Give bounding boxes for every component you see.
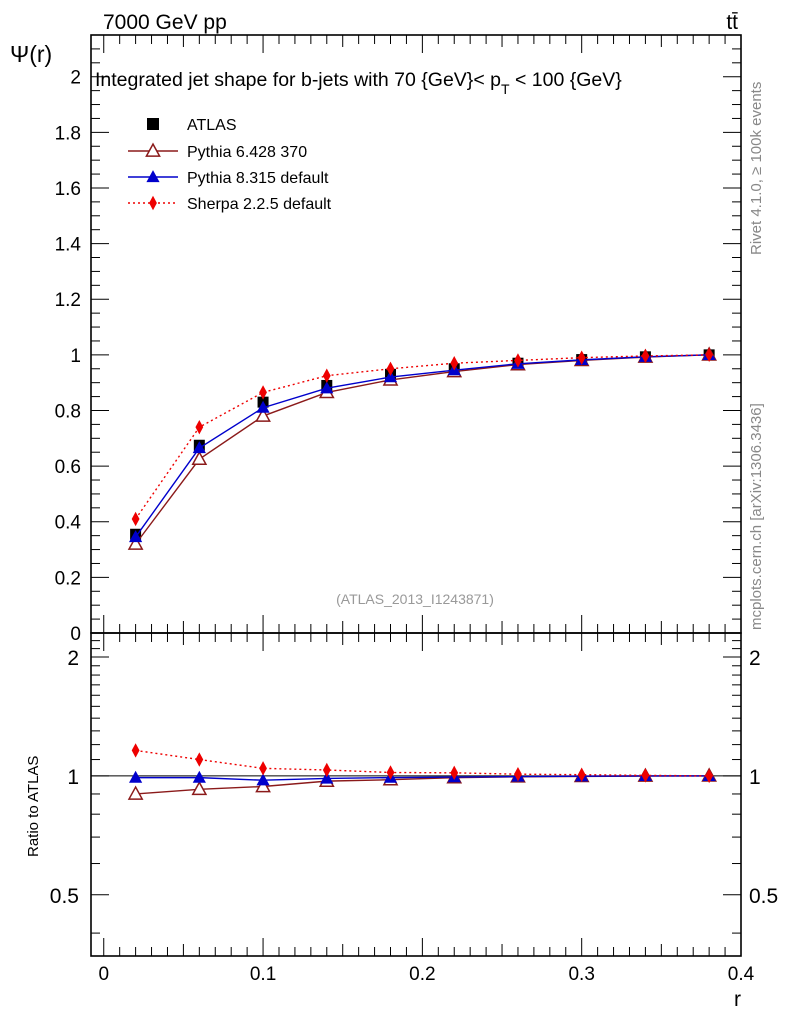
ratio-y-tick-label: 2 <box>67 647 79 670</box>
ratio-point-pythia-6-428-370 <box>255 778 271 793</box>
main-y-tick-label: 1.4 <box>55 235 82 256</box>
rivet-version-label: Rivet 4.1.0, ≥ 100k events <box>748 82 765 255</box>
main-point-sherpa-2-2-5-default <box>131 511 140 527</box>
main-y-tick-label: 1.6 <box>55 179 81 200</box>
legend-marker-pythia-6-428-370 <box>145 142 161 157</box>
x-tick-label: 0.3 <box>568 964 594 985</box>
ratio-point-pythia-8-315-default <box>320 771 334 784</box>
ratio-y-tick-label-right: 1 <box>749 766 761 789</box>
ratio-point-pythia-8-315-default <box>192 770 206 783</box>
main-y-tick-label: 1.8 <box>55 123 81 144</box>
chart-title: Integrated jet shape for b-jets with 70 … <box>95 69 622 97</box>
ratio-point-sherpa-2-2-5-default <box>259 761 267 776</box>
ratio-point-sherpa-2-2-5-default <box>322 762 331 778</box>
x-axis-label: r <box>734 988 741 1011</box>
ratio-series-group <box>127 743 718 800</box>
main-point-pythia-6-428-370 <box>127 535 144 550</box>
main-y-tick-label: 1 <box>70 346 81 367</box>
main-point-sherpa-2-2-5-default <box>195 419 204 435</box>
ratio-point-sherpa-2-2-5-default <box>577 767 586 782</box>
ratio-point-pythia-8-315-default <box>129 770 143 783</box>
main-point-sherpa-2-2-5-default <box>386 361 395 376</box>
ratio-point-pythia-6-428-370 <box>127 785 144 800</box>
main-point-sherpa-2-2-5-default <box>259 385 267 400</box>
header-left: 7000 GeV pp <box>103 11 227 34</box>
main-axis-ticks: 0 0.2 0.4 0.6 0.8 1 1.2 1.4 1.6 1.8 2 <box>55 35 742 645</box>
main-y-tick-label: 2 <box>70 68 81 89</box>
header-right: tt̄ <box>726 11 738 34</box>
main-line-sherpa-2-2-5-default <box>135 354 710 520</box>
mcplots-source-label: mcplots.cern.ch [arXiv:1306.3436] <box>748 403 765 630</box>
main-y-tick-label: 0 <box>70 624 81 645</box>
chart-title-prefix: Integrated jet shape for b-jets with 70 … <box>95 69 501 91</box>
main-line-pythia-8-315-default <box>135 354 710 538</box>
legend-label-sherpa-2-2-5-default: Sherpa 2.2.5 default <box>187 196 332 213</box>
ratio-point-sherpa-2-2-5-default <box>641 768 650 783</box>
legend: ATLAS Pythia 6.428 370 Pythia 8.315 defaul… <box>128 117 332 213</box>
main-line-pythia-6-428-370 <box>135 354 710 545</box>
main-point-pythia-8-315-default <box>129 530 143 543</box>
main-point-sherpa-2-2-5-default <box>450 356 459 371</box>
ratio-point-sherpa-2-2-5-default <box>386 765 395 780</box>
ratio-point-pythia-8-315-default <box>256 773 270 786</box>
main-y-tick-label: 0.8 <box>55 401 81 422</box>
analysis-id-watermark: (ATLAS_2013_I1243871) <box>336 591 494 607</box>
ratio-point-sherpa-2-2-5-default <box>195 752 204 767</box>
chart-title-subscript: T <box>501 81 510 97</box>
ratio-y-tick-label: 0.5 <box>50 885 79 908</box>
main-point-pythia-8-315-default <box>256 400 270 413</box>
main-point-pythia-8-315-default <box>192 441 206 454</box>
ratio-point-pythia-6-428-370 <box>191 780 208 796</box>
ratio-y-axis-label: Ratio to ATLAS <box>25 756 42 857</box>
x-tick-label: 0 <box>98 964 109 985</box>
ratio-line-pythia-8-315-default <box>135 775 710 781</box>
x-tick-label: 0.4 <box>728 964 755 985</box>
legend-marker-sherpa-2-2-5-default <box>149 195 157 211</box>
main-y-axis-label: Ψ(r) <box>10 41 52 67</box>
ratio-line-sherpa-2-2-5-default <box>135 749 710 777</box>
x-tick-label: 0.1 <box>250 964 276 985</box>
main-point-sherpa-2-2-5-default <box>514 353 522 368</box>
main-y-tick-label: 0.2 <box>55 568 81 589</box>
legend-marker-pythia-8-315-default <box>146 170 160 183</box>
main-point-pythia-6-428-370 <box>255 407 271 422</box>
main-point-pythia-8-315-default <box>320 381 334 394</box>
legend-label-pythia-8-315-default: Pythia 8.315 default <box>187 170 329 187</box>
chart-title-suffix: < 100 {GeV} <box>510 69 623 91</box>
legend-label-pythia-6-428-370: Pythia 6.428 370 <box>187 144 307 161</box>
main-point-sherpa-2-2-5-default <box>705 347 714 363</box>
main-y-tick-label: 0.4 <box>55 513 82 534</box>
main-point-sherpa-2-2-5-default <box>322 368 331 383</box>
main-point-pythia-8-315-default <box>383 370 398 383</box>
legend-label-atlas: ATLAS <box>187 117 237 134</box>
ratio-point-sherpa-2-2-5-default <box>514 766 522 782</box>
main-y-tick-label: 0.6 <box>55 457 81 478</box>
ratio-plot-frame <box>90 632 742 957</box>
main-y-tick-label: 1.2 <box>55 290 81 311</box>
main-point-sherpa-2-2-5-default <box>641 348 650 364</box>
main-point-sherpa-2-2-5-default <box>577 350 586 365</box>
main-point-pythia-6-428-370 <box>191 450 208 466</box>
ratio-y-tick-label-right: 2 <box>749 647 761 670</box>
legend-marker-atlas <box>147 118 159 130</box>
main-series-group <box>127 346 718 550</box>
ratio-point-sherpa-2-2-5-default <box>131 743 140 758</box>
ratio-point-sherpa-2-2-5-default <box>705 768 714 784</box>
x-tick-label: 0.2 <box>409 964 435 985</box>
ratio-y-tick-label: 1 <box>67 766 79 789</box>
ratio-axis-ticks: 0.5 0.5 1 1 2 2 0 0.1 0.2 0.3 0.4 <box>50 633 778 985</box>
ratio-y-tick-label-right: 0.5 <box>749 885 778 908</box>
ratio-point-sherpa-2-2-5-default <box>450 765 459 781</box>
